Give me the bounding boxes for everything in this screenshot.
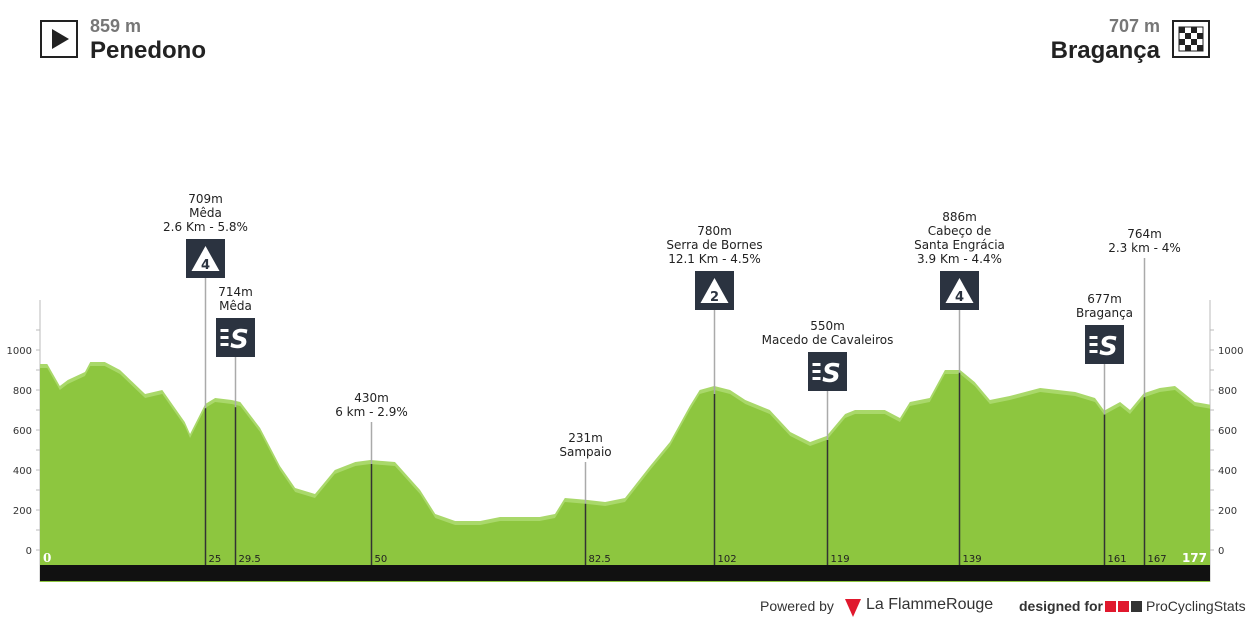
annotation-label: 780m xyxy=(697,224,732,238)
annotation-label: Mêda xyxy=(219,299,252,313)
annotation-label: 2.3 km - 4% xyxy=(1108,241,1181,255)
annotation-label: 764m xyxy=(1127,227,1162,241)
finish-checkered-flag-icon xyxy=(1172,20,1210,58)
footer-powered: Powered by xyxy=(760,598,834,614)
sprint-s-icon: S xyxy=(822,359,841,389)
annotation-label: 886m xyxy=(942,210,977,224)
annotation-label: Sampaio xyxy=(559,445,611,459)
flamme-rouge-logo-icon xyxy=(845,599,861,617)
footer-designed: designed for xyxy=(1019,598,1104,614)
start-city: Penedono xyxy=(90,37,207,64)
x-tick-label: 139 xyxy=(963,554,982,565)
annotation-label: 709m xyxy=(188,192,223,206)
sprint-speed-line-icon xyxy=(220,336,229,339)
annotation-label: 550m xyxy=(810,319,845,333)
y-tick-label-right: 800 xyxy=(1218,386,1237,397)
x-tick-label: 167 xyxy=(1148,554,1167,565)
y-tick-label-left: 200 xyxy=(13,506,32,517)
annotation-label: Serra de Bornes xyxy=(666,238,762,252)
x-tick-label: 119 xyxy=(831,554,850,565)
climb-category-number: 2 xyxy=(710,290,719,305)
y-tick-label-left: 0 xyxy=(26,546,32,557)
annotation-label: 231m xyxy=(568,431,603,445)
annotation-label: 3.9 Km - 4.4% xyxy=(917,252,1002,266)
x-tick-label-start: 0 xyxy=(43,551,51,565)
pcs-logo-icon xyxy=(1105,601,1142,612)
x-tick-label: 29.5 xyxy=(239,554,261,565)
y-tick-label-right: 0 xyxy=(1218,546,1224,557)
y-tick-label-left: 800 xyxy=(13,386,32,397)
x-tick-label: 50 xyxy=(375,554,388,565)
y-tick-label-right: 200 xyxy=(1218,506,1237,517)
annotation-label: 12.1 Km - 4.5% xyxy=(668,252,761,266)
sprint-s-icon: S xyxy=(1099,332,1118,362)
start-altitude: 859 m xyxy=(90,16,142,36)
sprint-speed-line-icon xyxy=(812,377,821,380)
sprint-speed-line-icon xyxy=(812,370,821,373)
y-tick-label-right: 600 xyxy=(1218,426,1237,437)
finish-info: 707 m Bragança xyxy=(1051,16,1160,65)
climb-category-number: 4 xyxy=(201,258,210,273)
sprint-s-icon: S xyxy=(230,325,249,355)
mountain-icon xyxy=(945,278,974,303)
x-tick-label-end: 177 xyxy=(1182,551,1207,565)
sprint-speed-line-icon xyxy=(220,343,229,346)
sprint-speed-line-icon xyxy=(812,363,821,366)
annotation-label: Bragança xyxy=(1076,306,1133,320)
x-tick-label: 161 xyxy=(1108,554,1127,565)
y-tick-label-right: 1000 xyxy=(1218,346,1243,357)
sprint-speed-line-icon xyxy=(220,329,229,332)
sprint-speed-line-icon xyxy=(1089,336,1098,339)
footer-brand: La FlammeRouge xyxy=(866,596,994,613)
annotation-label: Macedo de Cavaleiros xyxy=(762,333,894,347)
road-bar xyxy=(40,565,1210,581)
x-tick-label: 102 xyxy=(718,554,737,565)
climb-category-number: 4 xyxy=(955,290,964,305)
x-tick-label: 82.5 xyxy=(589,554,611,565)
sprint-speed-line-icon xyxy=(1089,343,1098,346)
annotation-label: 430m xyxy=(354,391,389,405)
y-tick-label-left: 600 xyxy=(13,426,32,437)
sprint-speed-line-icon xyxy=(1089,350,1098,353)
mountain-icon xyxy=(191,246,220,271)
finish-city: Bragança xyxy=(1050,37,1160,64)
x-tick-label: 25 xyxy=(209,554,222,565)
footer-pcs: ProCyclingStats xyxy=(1146,598,1246,614)
start-info: 859 m Penedono xyxy=(90,16,206,65)
annotation-label: Santa Engrácia xyxy=(914,238,1005,252)
finish-altitude: 707 m xyxy=(1108,16,1160,36)
y-tick-label-right: 400 xyxy=(1218,466,1237,477)
annotation-label: 2.6 Km - 5.8% xyxy=(163,220,248,234)
profile-area xyxy=(40,366,1210,565)
start-play-icon xyxy=(40,20,78,58)
road-edge xyxy=(40,581,1210,582)
y-tick-label-left: 1000 xyxy=(7,346,32,357)
annotation-label: 714m xyxy=(218,285,253,299)
annotation-label: 6 km - 2.9% xyxy=(335,405,408,419)
annotation-label: 677m xyxy=(1087,292,1122,306)
y-tick-label-left: 400 xyxy=(13,466,32,477)
annotation-label: Cabeço de xyxy=(928,224,992,238)
annotation-label: Mêda xyxy=(189,206,222,220)
mountain-icon xyxy=(700,278,729,303)
